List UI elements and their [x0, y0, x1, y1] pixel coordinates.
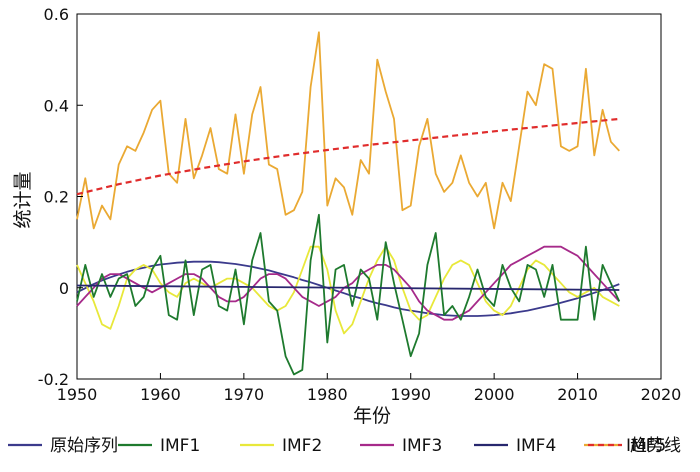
plot-frame — [76, 13, 662, 380]
x-tick-label: 2000 — [474, 385, 515, 404]
plot-area — [76, 13, 662, 380]
series-line-5 — [76, 31, 620, 230]
y-tick-label: 0.2 — [44, 188, 69, 207]
series-line-1 — [76, 213, 621, 376]
x-tick-label: 1980 — [307, 385, 348, 404]
x-tick-label: 1990 — [390, 385, 431, 404]
y-tick-label: 0 — [59, 279, 69, 298]
legend-label-3: IMF3 — [402, 436, 442, 456]
x-tick-label: 2020 — [641, 385, 682, 404]
legend-label-4: IMF4 — [516, 436, 556, 456]
y-tick-label: -0.2 — [38, 370, 69, 389]
series-line-2 — [76, 245, 620, 335]
y-tick-label: 0.4 — [44, 96, 69, 115]
x-tick-label: 1950 — [57, 385, 98, 404]
x-axis-title: 年份 — [353, 405, 391, 427]
y-axis-title: 统计量 — [12, 171, 34, 228]
legend-label-0: 原始序列 — [50, 436, 118, 456]
legend-label-5: IMF5 — [626, 436, 666, 456]
axes: 1950 1960 1970 1980 1990 2000 2010 2020 -0.2 0 0.2… — [38, 5, 682, 404]
legend-label-2: IMF2 — [282, 436, 322, 456]
x-tick-label: 1960 — [140, 385, 181, 404]
x-tick-label: 1970 — [223, 385, 264, 404]
y-tick-label: 0.6 — [44, 5, 69, 24]
series-line-6 — [76, 117, 620, 196]
series-layer — [76, 31, 621, 376]
x-tick-label: 2010 — [557, 385, 598, 404]
series-line-4 — [76, 284, 620, 291]
legend-label-6: 趋势线 — [630, 436, 681, 456]
legend-label-1: IMF1 — [160, 436, 200, 456]
series-line-0 — [76, 260, 620, 317]
